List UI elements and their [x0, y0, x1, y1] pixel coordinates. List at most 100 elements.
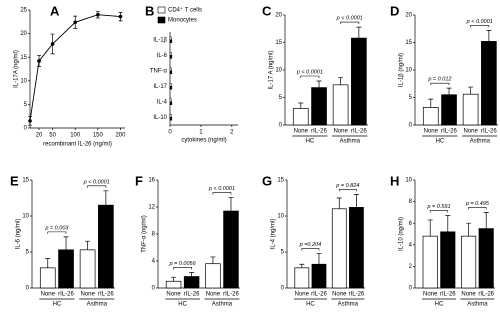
- p-value: p < 0.0001: [296, 69, 323, 75]
- group-label: Asthma: [467, 302, 488, 308]
- panel-letter: A: [50, 3, 60, 18]
- y-axis-label: IL-17A (ng/ml): [14, 50, 20, 88]
- y-tick-label: 10: [405, 178, 412, 184]
- significance-bracket: [47, 231, 67, 234]
- category-label: TNF-α: [150, 68, 168, 74]
- significance-bracket: [173, 267, 192, 270]
- p-value: p =0.204: [299, 242, 322, 248]
- line: [29, 14, 121, 121]
- y-tick-label: 15: [20, 55, 27, 61]
- y-tick-label: 0: [281, 286, 285, 292]
- bar: [205, 263, 221, 289]
- point: [118, 14, 123, 19]
- bar: [422, 235, 438, 289]
- y-tick-label: 0: [152, 286, 156, 292]
- bar: [349, 207, 364, 289]
- significance-bracket: [301, 248, 320, 251]
- category-label: IL-17: [153, 84, 167, 90]
- error-bar: [486, 30, 492, 42]
- error-bar: [446, 87, 452, 95]
- error-bar: [299, 263, 305, 268]
- category-label: rIL-26: [311, 292, 327, 298]
- bar: [462, 93, 479, 126]
- bar: [169, 39, 173, 43]
- y-tick-label: 16: [148, 178, 155, 184]
- bar: [169, 67, 172, 71]
- error-bar: [228, 197, 234, 212]
- y-tick-label: 10: [22, 214, 29, 220]
- group-label: HC: [306, 139, 315, 145]
- y-tick-label: 20: [20, 31, 27, 37]
- p-value: p = 0.0056: [169, 261, 197, 267]
- y-tick-label: 5: [26, 250, 30, 256]
- category-label: IL-10: [153, 115, 167, 121]
- category-label: rIL-26: [311, 129, 327, 135]
- category-label: None: [41, 292, 56, 298]
- error-bar: [189, 272, 195, 277]
- bar: [332, 84, 349, 126]
- category-label: None: [206, 292, 221, 298]
- y-axis-label: IL-4 (ng/ml): [271, 219, 277, 250]
- category-label: rIL-26: [184, 292, 200, 298]
- error-bar: [316, 253, 322, 265]
- y-tick-label: 5: [281, 250, 285, 256]
- legend-swatch: [157, 16, 166, 24]
- y-tick-label: 4: [152, 259, 156, 265]
- category-label: rIL-26: [481, 129, 497, 135]
- category-label: IL-4: [157, 99, 168, 105]
- significance-bracket: [300, 75, 320, 78]
- y-tick-label: 0: [26, 286, 30, 292]
- significance-bracket: [470, 25, 490, 28]
- category-label: rIL-26: [441, 129, 457, 135]
- point: [50, 42, 55, 46]
- y-tick-label: 25: [20, 8, 27, 14]
- category-label: rIL-26: [58, 292, 74, 298]
- legend-swatch: [157, 6, 166, 14]
- bar: [478, 228, 494, 289]
- error-bar: [63, 236, 69, 250]
- category-label: rIL-26: [478, 292, 494, 298]
- x-axis-label: cytokines (ng/ml): [181, 138, 226, 144]
- significance-bracket: [340, 21, 360, 25]
- y-tick-label: 8: [152, 232, 156, 238]
- category-label: None: [463, 129, 478, 135]
- significance-bracket: [212, 192, 232, 195]
- category-label: IL-1β: [153, 37, 167, 43]
- y-tick-label: 0: [409, 123, 413, 129]
- y-tick-label: 5: [409, 95, 413, 101]
- significance-bracket: [430, 82, 450, 86]
- panel-letter: F: [135, 173, 143, 188]
- significance-bracket: [429, 210, 449, 213]
- p-value: p = 0.003: [44, 225, 69, 231]
- y-axis-label: IL-10 (ng/ml): [399, 217, 405, 251]
- category-label: None: [80, 292, 95, 298]
- error-bar: [427, 219, 433, 237]
- category-label: rIL-26: [223, 292, 239, 298]
- group-label: Asthma: [470, 139, 491, 145]
- p-value: p = 0.012: [427, 77, 451, 83]
- y-tick-label: 10: [277, 214, 284, 220]
- error-bar: [171, 276, 177, 282]
- bar: [169, 101, 173, 105]
- bar: [292, 108, 309, 126]
- y-axis-label: IL-1β (ng/ml): [399, 53, 405, 87]
- group-label: HC: [53, 302, 62, 308]
- y-tick-label: 15: [277, 178, 284, 184]
- p-value: p < 0.0001: [336, 16, 363, 22]
- p-value: p = 0.824: [335, 183, 359, 189]
- error-bar: [103, 190, 109, 206]
- panel-letter: B: [145, 3, 154, 18]
- group-label: Asthma: [338, 302, 359, 308]
- p-value: p < 0.0001: [208, 186, 235, 192]
- group-label: HC: [436, 139, 445, 145]
- y-tick-label: 5: [24, 102, 28, 108]
- bar: [169, 83, 172, 87]
- error-bar: [210, 256, 216, 264]
- bar: [39, 267, 56, 289]
- x-tick-label: 20: [36, 133, 43, 139]
- y-tick-label: 0: [24, 126, 28, 132]
- bar: [169, 55, 173, 59]
- x-tick-label: 0: [168, 130, 172, 136]
- x-tick-label: 100: [70, 133, 81, 139]
- bar: [223, 210, 239, 289]
